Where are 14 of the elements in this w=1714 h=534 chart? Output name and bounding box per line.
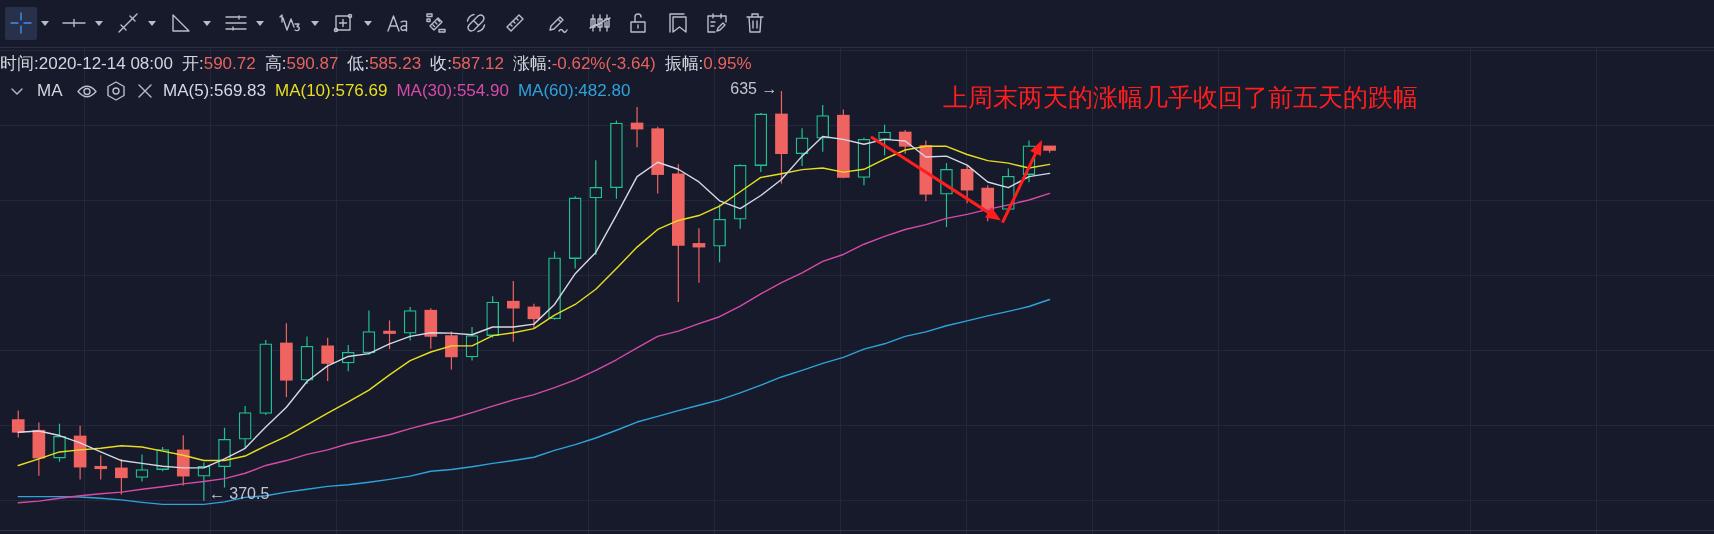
text: 低:585.23 (347, 54, 422, 74)
text: MA(30):554.90 (396, 81, 509, 101)
text: 收:587.12 (430, 54, 504, 74)
annotation: 635 → (730, 80, 778, 98)
text: 振幅:0.95% (664, 54, 752, 74)
text: 高:590.87 (264, 54, 339, 74)
annotation: 上周末两天的涨幅几乎收回了前五天的跌幅 (943, 83, 1418, 111)
legend-title: MA (37, 81, 63, 101)
text: 开:590.72 (181, 54, 256, 74)
text: 时间:2020-12-14 08:00 (0, 54, 173, 74)
text: MA(10):576.69 (275, 81, 388, 101)
text: MA(5):569.83 (163, 81, 266, 101)
text: 涨幅:-0.62%(-3.64) (512, 54, 656, 74)
text: MA(60):482.80 (517, 81, 631, 101)
